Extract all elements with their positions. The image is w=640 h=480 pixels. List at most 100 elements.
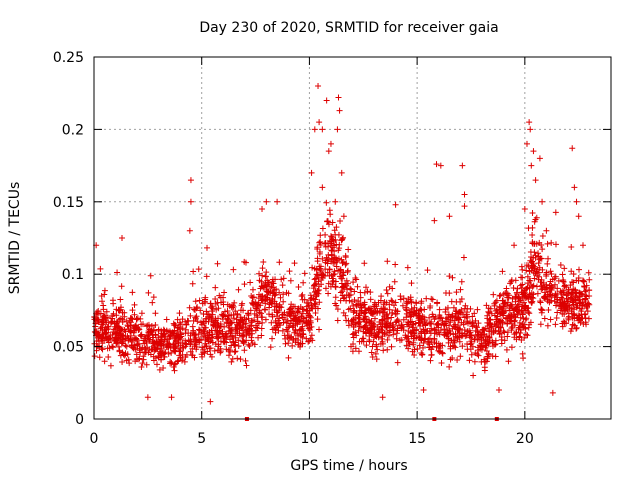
data-point-marker: [285, 340, 292, 347]
data-point-marker: [220, 312, 227, 319]
data-point-marker: [491, 302, 498, 309]
data-point-marker: [112, 325, 119, 332]
data-point-marker: [365, 318, 372, 325]
data-point-marker: [296, 317, 303, 324]
data-point-marker: [220, 298, 227, 305]
data-point-marker: [329, 247, 336, 254]
data-point-marker: [190, 268, 197, 275]
data-point-marker: [273, 286, 280, 293]
data-point-marker: [101, 334, 107, 341]
data-point-marker: [585, 269, 592, 276]
data-point-marker: [561, 265, 568, 272]
data-point-marker: [525, 225, 532, 232]
data-point-marker: [307, 292, 314, 299]
data-point-marker: [219, 316, 226, 323]
data-point-marker: [418, 336, 425, 343]
data-point-marker: [511, 322, 518, 329]
data-point-marker: [527, 126, 534, 133]
data-point-marker: [300, 331, 307, 338]
data-point-marker: [324, 218, 331, 225]
data-point-marker: [455, 334, 462, 341]
data-point-marker: [511, 242, 518, 249]
data-point-marker: [93, 309, 100, 316]
data-point-marker: [263, 286, 270, 293]
data-point-marker: [497, 292, 504, 299]
data-point-marker: [433, 344, 440, 351]
x-tick-label: 10: [301, 431, 319, 447]
data-point-marker: [565, 310, 572, 317]
data-point-marker: [313, 280, 320, 287]
data-point-marker: [190, 317, 197, 324]
data-point-marker: [437, 342, 444, 349]
data-point-marker: [349, 318, 356, 325]
data-point-marker: [340, 213, 347, 220]
data-point-marker: [378, 326, 385, 333]
data-point-marker: [421, 316, 428, 323]
data-point-marker: [225, 311, 232, 318]
data-point-marker: [547, 278, 554, 285]
data-point-marker: [354, 283, 361, 290]
data-point-marker: [335, 267, 342, 274]
data-point-marker: [220, 338, 227, 345]
data-point-marker: [350, 341, 357, 348]
data-point-marker: [567, 294, 574, 301]
data-point-marker: [117, 352, 124, 359]
data-point-marker: [366, 333, 373, 340]
data-point-marker: [288, 333, 295, 340]
data-point-marker: [480, 343, 487, 350]
data-point-marker: [374, 346, 381, 353]
data-point-marker: [393, 335, 400, 342]
data-point-marker: [585, 300, 592, 307]
data-point-marker: [405, 338, 412, 345]
data-point-marker: [552, 302, 559, 309]
data-point-marker: [116, 332, 123, 339]
data-point-marker: [449, 274, 456, 281]
data-point-marker: [451, 343, 458, 350]
data-point-marker: [228, 326, 235, 333]
data-point-marker: [119, 338, 126, 345]
data-point-marker: [240, 307, 247, 314]
data-point-marker: [234, 322, 241, 329]
data-point-marker: [122, 342, 129, 349]
data-point-marker: [405, 338, 412, 345]
data-point-marker: [412, 327, 419, 334]
data-point-marker: [145, 332, 152, 339]
data-point-marker: [271, 292, 278, 299]
data-point-marker: [289, 317, 296, 324]
data-point-marker: [214, 260, 221, 267]
data-point-marker: [477, 331, 484, 338]
data-point-marker: [405, 321, 412, 328]
data-point-marker: [512, 294, 519, 301]
data-point-marker: [258, 325, 265, 332]
data-point-marker: [480, 326, 487, 333]
data-point-marker: [157, 342, 164, 349]
data-point-marker: [442, 329, 449, 336]
data-point-marker: [538, 309, 545, 316]
data-point-marker: [350, 323, 357, 330]
data-point-marker: [230, 315, 237, 322]
data-point-marker: [110, 344, 117, 351]
data-point-marker: [232, 330, 239, 337]
data-point-marker: [463, 313, 470, 320]
x-axis-label: GPS time / hours: [290, 458, 407, 474]
data-point-marker: [165, 344, 172, 351]
data-point-marker: [433, 161, 440, 168]
data-point-marker: [247, 279, 254, 286]
data-point-marker: [273, 303, 280, 310]
data-point-marker: [183, 341, 190, 348]
data-point-marker: [459, 343, 466, 350]
data-point-marker: [143, 323, 150, 330]
data-point-marker: [473, 324, 480, 331]
data-point-marker: [266, 311, 273, 318]
data-point-marker: [475, 352, 482, 359]
data-point-marker: [335, 255, 342, 262]
data-point-marker: [160, 353, 167, 360]
data-point-marker: [131, 301, 138, 308]
data-point-marker: [169, 329, 176, 336]
data-point-marker: [405, 345, 412, 352]
data-point-marker: [298, 293, 305, 300]
data-point-marker: [515, 326, 522, 333]
data-point-marker: [525, 293, 532, 300]
data-point-marker: [334, 126, 341, 133]
data-point-marker: [182, 337, 189, 344]
